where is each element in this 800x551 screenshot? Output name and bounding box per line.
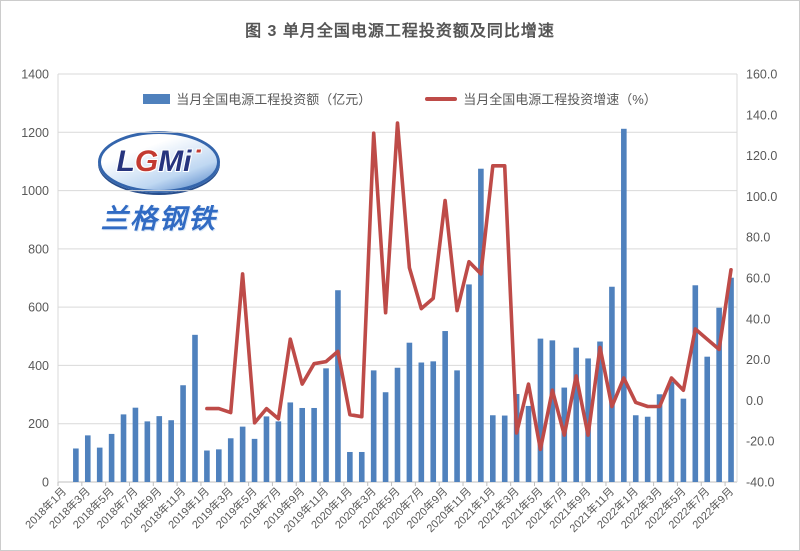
right-axis-tick-label: -20.0	[746, 435, 775, 449]
investment-bar	[656, 394, 663, 482]
right-axis-tick-label: -40.0	[746, 476, 775, 490]
bar-swatch-icon	[143, 93, 171, 104]
chart-title: 图 3 单月全国电源工程投资额及同比增速	[245, 23, 555, 40]
investment-bar	[644, 416, 651, 482]
legend-label-investment: 当月全国电源工程投资额（亿元）	[176, 92, 372, 107]
investment-bar	[299, 407, 306, 482]
right-axis-tick-label: 60.0	[746, 272, 770, 286]
investment-bar	[728, 277, 734, 482]
investment-bar	[668, 381, 675, 482]
investment-bar	[692, 285, 699, 482]
investment-bar	[168, 420, 174, 482]
investment-bar	[716, 307, 722, 482]
investment-bar	[537, 338, 544, 482]
investment-bar	[144, 421, 151, 482]
investment-bar	[704, 356, 711, 482]
investment-bar	[156, 416, 163, 482]
right-axis-tick-label: 100.0	[746, 190, 777, 204]
lgmi-logo-subtext: 兰格钢铁	[101, 204, 217, 234]
investment-bar	[84, 435, 91, 482]
right-axis-tick-label: 120.0	[746, 149, 777, 163]
investment-bar	[454, 370, 460, 482]
investment-bar	[394, 367, 401, 482]
left-axis-tick-label: 200	[28, 417, 49, 431]
investment-bar	[489, 415, 496, 482]
left-axis-tick-label: 600	[28, 301, 49, 315]
investment-bar	[239, 426, 246, 482]
legend-item-investment: 当月全国电源工程投资额（亿元）	[143, 89, 371, 108]
right-axis-tick-label: 20.0	[746, 353, 770, 367]
investment-bar	[632, 415, 639, 482]
investment-bar	[406, 342, 413, 482]
investment-bar	[609, 286, 615, 482]
investment-bar	[585, 358, 591, 482]
investment-bar	[597, 341, 603, 482]
right-axis-tick-label: 140.0	[746, 108, 777, 122]
left-axis-tick-label: 1400	[21, 68, 49, 82]
left-axis-tick-label: 0	[42, 476, 49, 490]
line-swatch-icon	[425, 96, 458, 101]
investment-bar	[192, 334, 198, 482]
investment-bar	[323, 368, 329, 482]
investment-bar	[263, 416, 270, 482]
left-axis-tick-label: 400	[28, 359, 49, 373]
investment-bar	[347, 451, 353, 482]
investment-bar	[287, 402, 294, 482]
investment-bar	[478, 168, 484, 482]
investment-bar	[358, 451, 365, 482]
investment-bar	[73, 448, 79, 482]
investment-bar	[513, 393, 520, 482]
investment-bar	[549, 340, 556, 482]
legend-label-growth: 当月全国电源工程投资增速（%）	[463, 92, 657, 107]
investment-bar	[108, 433, 115, 482]
investment-bar	[466, 284, 472, 482]
investment-bar	[370, 370, 377, 482]
investment-bar	[430, 361, 437, 482]
watermark-logo: LGMi˙ 兰格钢铁	[94, 131, 224, 236]
left-axis-tick-label: 1200	[21, 126, 49, 140]
right-axis-tick-label: 80.0	[746, 231, 770, 245]
lgmi-logo-oval: LGMi˙	[98, 131, 220, 193]
left-axis-tick-label: 800	[28, 242, 49, 256]
investment-bar	[621, 128, 627, 482]
growth-line	[205, 121, 733, 452]
right-axis-tick-label: 0.0	[746, 394, 763, 408]
investment-bar	[251, 438, 258, 482]
investment-bar	[680, 398, 687, 482]
investment-bar	[216, 449, 222, 482]
investment-bar	[442, 331, 448, 482]
investment-bar	[180, 385, 186, 482]
investment-bar	[120, 414, 127, 482]
investment-bar	[501, 415, 508, 482]
investment-bar	[132, 407, 139, 482]
investment-bar	[311, 407, 317, 482]
right-axis-tick-label: 160.0	[746, 68, 777, 82]
investment-bar	[573, 347, 579, 482]
investment-bar	[382, 392, 389, 482]
left-axis-tick-label: 1000	[21, 184, 49, 198]
investment-bar	[227, 438, 234, 482]
investment-bar	[525, 405, 532, 482]
investment-bar	[275, 421, 282, 482]
investment-bar	[96, 447, 103, 482]
legend-item-growth: 当月全国电源工程投资增速（%）	[425, 89, 657, 108]
investment-bar	[204, 450, 210, 482]
lgmi-logo-text: LGMi˙	[116, 145, 202, 178]
right-axis-tick-label: 40.0	[746, 312, 770, 326]
legend: 当月全国电源工程投资额（亿元） 当月全国电源工程投资增速（%）	[1, 89, 799, 108]
investment-bar	[335, 290, 341, 482]
investment-bar	[418, 362, 425, 482]
